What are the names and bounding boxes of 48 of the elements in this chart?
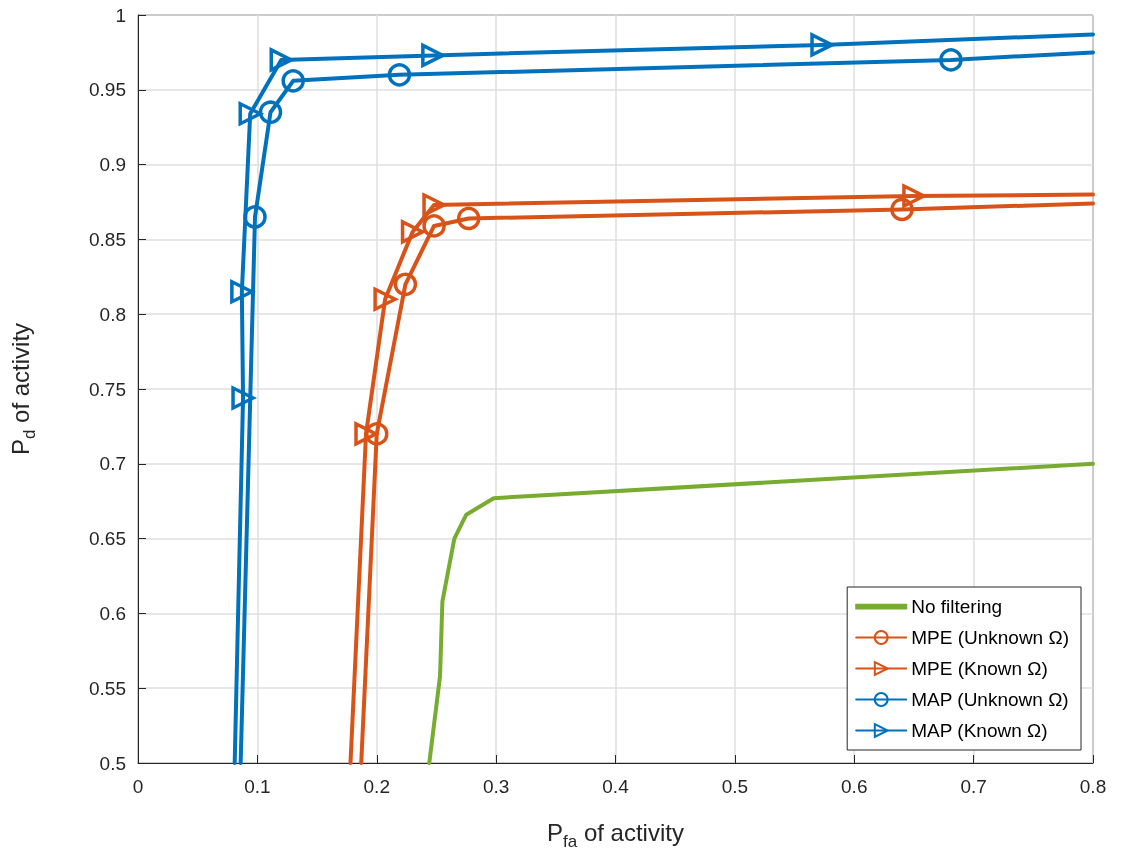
legend-label: MPE (Known Ω) bbox=[911, 658, 1048, 679]
y-tick-label: 0.55 bbox=[89, 677, 126, 699]
point bbox=[373, 287, 397, 311]
x-tick-label: 0.5 bbox=[721, 776, 749, 797]
legend-label: MAP (Known Ω) bbox=[911, 720, 1048, 741]
x-tick-label: 0.6 bbox=[841, 776, 868, 797]
y-tick-label: 0.95 bbox=[89, 79, 126, 101]
y-tick-label: 0.6 bbox=[99, 602, 126, 624]
point bbox=[422, 193, 446, 217]
point bbox=[400, 220, 425, 244]
point bbox=[890, 197, 914, 222]
y-tick-label: 0.65 bbox=[89, 528, 126, 550]
x-tick-label: 0.2 bbox=[363, 776, 390, 797]
point bbox=[243, 205, 267, 229]
point bbox=[238, 101, 262, 126]
x-tick-label: 0.4 bbox=[602, 776, 630, 797]
legend-label: MAP (Unknown Ω) bbox=[911, 689, 1069, 710]
point bbox=[365, 422, 389, 446]
point bbox=[810, 33, 834, 57]
point bbox=[387, 63, 412, 87]
x-tick-label: 0.7 bbox=[960, 776, 987, 797]
point bbox=[231, 386, 255, 410]
y-tick-label: 0.8 bbox=[99, 303, 126, 325]
point bbox=[281, 69, 305, 93]
x-tick-label: 0.3 bbox=[482, 776, 510, 797]
legend-label: No filtering bbox=[911, 596, 1003, 617]
point bbox=[230, 280, 254, 304]
point bbox=[422, 214, 446, 238]
y-tick-label: 0.7 bbox=[99, 453, 126, 475]
y-axis-title: Pd of activity bbox=[7, 322, 39, 456]
point bbox=[939, 48, 963, 72]
x-tick-label: 0.1 bbox=[244, 776, 271, 797]
y-tick-label: 0.5 bbox=[99, 752, 126, 774]
point bbox=[393, 272, 418, 297]
legend-label: MPE (Unknown Ω) bbox=[911, 627, 1070, 648]
line-series bbox=[427, 461, 1095, 765]
point bbox=[421, 43, 445, 68]
point bbox=[902, 184, 926, 208]
y-tick-label: 0.85 bbox=[89, 228, 126, 250]
point bbox=[456, 206, 481, 231]
y-tick-label: 1 bbox=[115, 4, 126, 26]
point bbox=[269, 48, 293, 72]
x-tick-label: 0 bbox=[132, 776, 144, 797]
x-tick-label: 0.8 bbox=[1079, 776, 1107, 797]
point bbox=[258, 100, 283, 124]
y-tick-label: 0.9 bbox=[99, 154, 126, 176]
y-tick-label: 0.75 bbox=[89, 378, 126, 400]
point bbox=[354, 422, 378, 446]
